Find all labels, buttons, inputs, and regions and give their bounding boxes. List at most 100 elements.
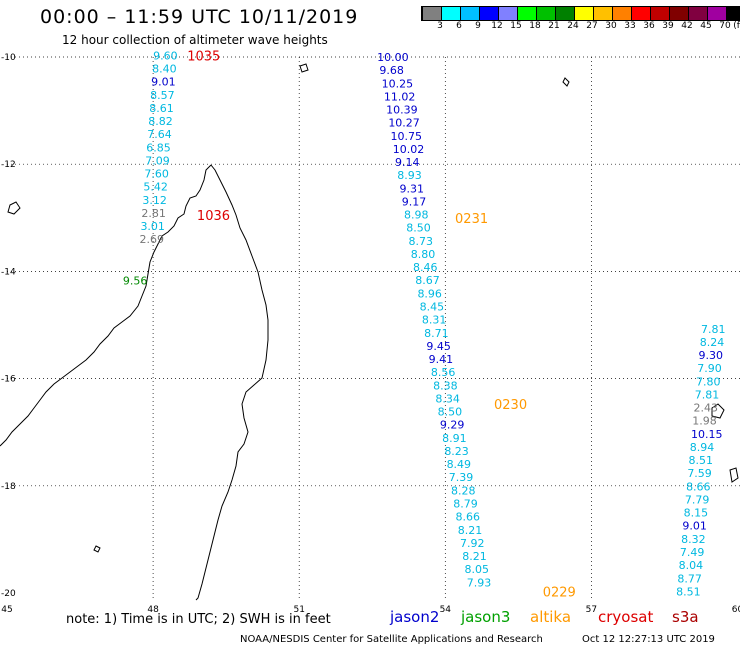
wave-height-value: 8.32 bbox=[681, 533, 706, 546]
legend-swatch bbox=[669, 7, 688, 20]
wave-height-value: 10.25 bbox=[382, 77, 414, 90]
wave-height-value: 8.04 bbox=[679, 559, 704, 572]
wave-height-value: 3.12 bbox=[142, 194, 167, 207]
legend-swatch bbox=[726, 7, 740, 20]
wave-height-value: 8.93 bbox=[397, 169, 422, 182]
legend-swatch bbox=[650, 7, 669, 20]
wave-height-value: 7.59 bbox=[687, 467, 712, 480]
wave-height-value: 8.28 bbox=[451, 484, 476, 497]
wave-height-value: 8.45 bbox=[420, 301, 445, 314]
lon-tick-label: 51 bbox=[293, 605, 304, 615]
madagascar-coastline bbox=[195, 164, 269, 601]
wave-height-value: 2.43 bbox=[694, 402, 719, 415]
wave-height-value: 8.82 bbox=[148, 115, 173, 128]
wave-height-value: 8.96 bbox=[417, 287, 442, 300]
wave-height-value: 8.05 bbox=[464, 563, 489, 576]
wave-height-value: 9.45 bbox=[426, 340, 451, 353]
wave-height-value: 7.81 bbox=[701, 323, 726, 336]
wave-height-value: 7.81 bbox=[695, 388, 720, 401]
wave-height-value: 8.21 bbox=[462, 550, 487, 563]
wave-height-value: 9.60 bbox=[153, 49, 178, 62]
legend-swatch bbox=[555, 7, 574, 20]
legend-label: 33 bbox=[624, 21, 636, 31]
madagascar-west-coastline bbox=[0, 164, 212, 447]
coastline bbox=[0, 63, 739, 601]
legend-swatch bbox=[479, 7, 498, 20]
legend-label: 39 bbox=[662, 21, 674, 31]
legend-swatch bbox=[536, 7, 555, 20]
wave-height-value: 10.02 bbox=[393, 143, 425, 156]
wave-height-value: 7.79 bbox=[685, 493, 710, 506]
legend-label: 9 bbox=[475, 21, 481, 31]
wave-height-value: 9.01 bbox=[682, 520, 707, 533]
wave-height-value: 8.51 bbox=[689, 454, 714, 467]
page-subtitle: 12 hour collection of altimeter wave hei… bbox=[62, 33, 328, 47]
wave-height-value: 8.50 bbox=[406, 222, 431, 235]
wave-height-value: 8.73 bbox=[408, 235, 433, 248]
wave-height-value: 10.75 bbox=[391, 130, 423, 143]
island-west-2 bbox=[93, 545, 101, 553]
wave-height-value: 8.23 bbox=[444, 445, 469, 458]
legend-label: (ft) bbox=[733, 21, 740, 31]
legend-swatch bbox=[498, 7, 517, 20]
legend-label: 42 bbox=[681, 21, 693, 31]
satellite-legend-cryosat: cryosat bbox=[598, 608, 654, 626]
wave-height-value: 10.27 bbox=[388, 117, 420, 130]
wave-height-value: 8.40 bbox=[152, 63, 177, 76]
wave-height-value: 1.98 bbox=[692, 415, 717, 428]
wave-height-value: 8.57 bbox=[150, 89, 175, 102]
wave-height-value: 9.29 bbox=[440, 419, 465, 432]
wave-height-value: 10.15 bbox=[691, 428, 723, 441]
satellite-legend-altika: altika bbox=[530, 608, 572, 626]
wave-height-value: 7.60 bbox=[144, 168, 169, 181]
wave-height-value: 9.30 bbox=[698, 349, 723, 362]
page-title: 00:00 – 11:59 UTC 10/11/2019 bbox=[40, 6, 359, 28]
pass-time-labels: 1035 1036 0231 0230 0229 bbox=[187, 49, 576, 600]
wave-height-value: 8.61 bbox=[149, 102, 174, 115]
wave-height-value: 8.79 bbox=[453, 497, 478, 510]
wave-height-value: 8.67 bbox=[415, 274, 440, 287]
wave-height-value: 9.01 bbox=[151, 76, 176, 89]
wave-height-value: 8.80 bbox=[411, 248, 436, 261]
wave-height-value: 7.90 bbox=[697, 362, 722, 375]
wave-height-value: 8.98 bbox=[404, 209, 429, 222]
satellite-legend-jason2: jason2 bbox=[390, 608, 440, 626]
satellite-legend-s3a: s3a bbox=[672, 608, 699, 626]
island-reunion-mauritius bbox=[711, 403, 725, 419]
legend-swatch bbox=[707, 7, 726, 20]
legend-label: 6 bbox=[456, 21, 462, 31]
island-north-1 bbox=[299, 63, 309, 73]
wave-height-value: 8.51 bbox=[676, 585, 701, 598]
wave-height-value: 8.38 bbox=[433, 379, 458, 392]
lon-tick-label: 54 bbox=[440, 605, 452, 615]
satellite-legend-jason3: jason3 bbox=[461, 608, 511, 626]
generation-timestamp: Oct 12 12:27:13 UTC 2019 bbox=[582, 634, 715, 645]
wave-height-value: 8.66 bbox=[456, 511, 481, 524]
altimeter-tracks: 9.608.409.018.578.618.827.646.857.097.60… bbox=[123, 49, 726, 598]
lat-tick-label: -14 bbox=[1, 267, 16, 277]
lon-tick-label: 45 bbox=[1, 605, 12, 615]
wave-height-value: 9.14 bbox=[395, 156, 420, 169]
legend-swatch bbox=[574, 7, 593, 20]
wave-height-value: 8.56 bbox=[431, 366, 456, 379]
legend-label: 18 bbox=[529, 21, 541, 31]
legend-swatch bbox=[441, 7, 460, 20]
wave-height-value: 7.64 bbox=[147, 128, 172, 141]
legend-swatch bbox=[593, 7, 612, 20]
wave-height-value: 9.68 bbox=[379, 64, 404, 77]
wave-height-value: 7.92 bbox=[460, 537, 485, 550]
legend-swatch bbox=[422, 7, 441, 20]
lon-tick-label: 60 bbox=[732, 605, 740, 615]
legend-label: 24 bbox=[567, 21, 579, 31]
legend-label: 15 bbox=[510, 21, 522, 31]
legend-label: 45 bbox=[700, 21, 712, 31]
legend-label: 12 bbox=[491, 21, 503, 31]
wave-height-value: 9.41 bbox=[429, 353, 454, 366]
wave-height-value: 9.31 bbox=[400, 182, 425, 195]
footnote: note: 1) Time is in UTC; 2) SWH is in fe… bbox=[66, 612, 331, 627]
wave-height-value: 10.00 bbox=[377, 51, 409, 64]
legend-label: 3 bbox=[437, 21, 443, 31]
wave-height-value: 6.85 bbox=[146, 141, 171, 154]
wave-height-value: 8.31 bbox=[422, 314, 447, 327]
